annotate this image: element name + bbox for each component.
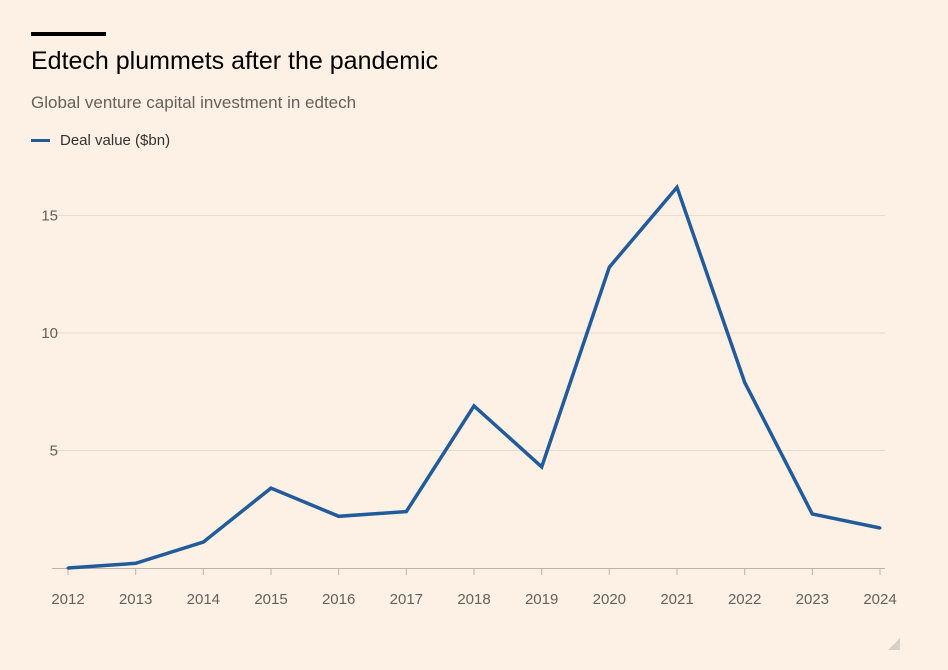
data-point [134,561,138,565]
x-tick-label: 2024 [863,591,896,608]
data-point [337,514,341,518]
corner-mark [888,638,900,650]
x-tick-label: 2018 [457,591,490,608]
data-point [810,512,814,516]
top-rule [31,32,106,36]
grid-layer [52,215,885,451]
x-tick-label: 2017 [390,591,423,608]
legend-label: Deal value ($bn) [60,132,171,149]
x-tick-label: 2014 [187,591,220,608]
data-point [878,526,882,530]
x-tick-label: 2020 [593,591,626,608]
y-tick-label: 5 [50,443,58,460]
x-tick-label: 2022 [728,591,761,608]
data-point [607,265,611,269]
data-point [675,185,679,189]
x-tick-label: 2019 [525,591,558,608]
series-line-deal-value [67,183,881,570]
chart-title: Edtech plummets after the pandemic [31,47,439,75]
data-point [472,404,476,408]
y-tick-label: 10 [41,325,58,342]
chart-subtitle: Global venture capital investment in edt… [31,93,357,112]
axis-layer: 5 10 15 2012 2013 2014 2015 2016 2017 2018 2019 202… [41,208,896,609]
legend-swatch [31,139,50,142]
x-tick-label: 2021 [660,591,693,608]
x-tick-label: 2015 [254,591,287,608]
data-point [66,566,70,570]
x-tick-label: 2012 [51,591,84,608]
x-tick-label: 2023 [796,591,829,608]
x-tick-label: 2016 [322,591,355,608]
series-layer [66,183,882,570]
data-point [269,486,273,490]
data-point [201,540,205,544]
data-point [404,510,408,514]
y-tick-label: 15 [41,208,58,225]
legend: Deal value ($bn) [31,132,170,149]
x-tick-label: 2013 [119,591,152,608]
data-point [540,465,544,469]
data-point [743,380,747,384]
